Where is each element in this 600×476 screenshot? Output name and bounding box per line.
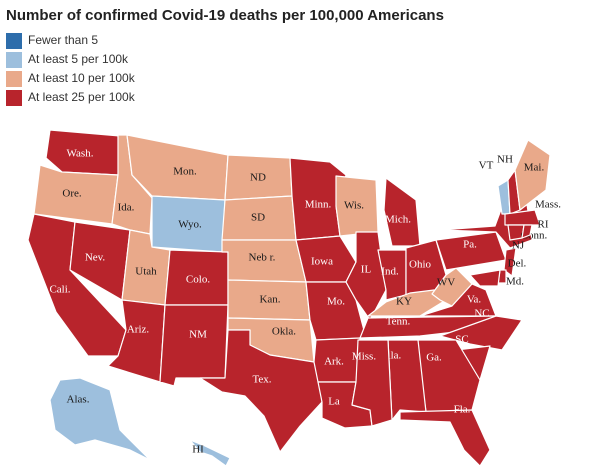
state-label: RI bbox=[538, 219, 549, 231]
state-label: HI bbox=[192, 444, 204, 456]
state-label: Pa. bbox=[463, 239, 477, 251]
state bbox=[503, 247, 517, 277]
state-label: Wyo. bbox=[178, 219, 202, 231]
state-label: SC bbox=[455, 334, 468, 346]
state-label: IL bbox=[361, 264, 372, 276]
state-label: WV bbox=[437, 277, 455, 289]
state bbox=[504, 209, 541, 226]
state-label: ND bbox=[250, 172, 266, 184]
state-label: Minn. bbox=[305, 199, 332, 211]
state-label: Miss. bbox=[352, 351, 376, 363]
state-label: KY bbox=[396, 296, 412, 308]
state bbox=[439, 315, 523, 351]
state-label: Mon. bbox=[173, 166, 197, 178]
state-label: NJ bbox=[512, 240, 525, 252]
state-label: Ore. bbox=[62, 188, 81, 200]
state-label: Tenn. bbox=[386, 316, 411, 328]
legend-label: At least 10 per 100k bbox=[28, 71, 136, 85]
state-label: Md. bbox=[506, 276, 524, 288]
legend-label: At least 25 per 100k bbox=[28, 90, 136, 104]
state bbox=[189, 439, 231, 467]
state bbox=[199, 329, 323, 453]
state-label: Mai. bbox=[524, 162, 545, 174]
state-label: NH bbox=[497, 154, 513, 166]
state-label: La bbox=[328, 396, 340, 408]
state-label: Okla. bbox=[272, 326, 296, 338]
state-label: Utah bbox=[135, 266, 157, 278]
state bbox=[383, 177, 421, 247]
state-label: Cali. bbox=[49, 284, 70, 296]
state-label: Ohio bbox=[409, 259, 432, 271]
state bbox=[377, 249, 407, 301]
state-label: Ida. bbox=[118, 202, 135, 214]
state-label: Mich. bbox=[385, 214, 411, 226]
state bbox=[521, 224, 533, 239]
legend-swatch bbox=[6, 90, 22, 106]
state-label: Ariz. bbox=[127, 324, 150, 336]
legend-swatch bbox=[6, 52, 22, 68]
state bbox=[399, 409, 491, 467]
state-label: Colo. bbox=[186, 274, 210, 286]
legend-label: At least 5 per 100k bbox=[28, 52, 129, 66]
legend-label: Fewer than 5 bbox=[28, 33, 98, 47]
state-label: Mass. bbox=[535, 199, 561, 211]
state-label: Ind. bbox=[381, 266, 399, 278]
state bbox=[159, 304, 229, 387]
state-label: NC bbox=[474, 308, 489, 320]
state-label: Neb r. bbox=[249, 252, 276, 264]
state-label: Mo. bbox=[327, 296, 345, 308]
state-label: SD bbox=[251, 212, 265, 224]
state-label: Iowa bbox=[311, 256, 333, 268]
state bbox=[514, 139, 551, 211]
state-label: VT bbox=[479, 160, 494, 172]
state-label: Del. bbox=[508, 258, 527, 270]
state bbox=[49, 377, 151, 461]
state bbox=[345, 231, 387, 321]
state-label: Kan. bbox=[259, 294, 280, 306]
state-label: Wash. bbox=[67, 148, 94, 160]
state-label: Ga. bbox=[426, 352, 442, 364]
state bbox=[351, 339, 393, 427]
state bbox=[469, 269, 501, 287]
state-label: Fla. bbox=[454, 404, 471, 416]
state-label: Wis. bbox=[344, 200, 364, 212]
state-label: Nev. bbox=[85, 252, 106, 264]
map-title: Number of confirmed Covid-19 deaths per … bbox=[6, 7, 444, 24]
state-label: NM bbox=[189, 329, 207, 341]
legend-swatch bbox=[6, 71, 22, 87]
state-label: Ark. bbox=[324, 356, 344, 368]
state-label: Va. bbox=[467, 294, 482, 306]
state-label: NY bbox=[484, 206, 500, 218]
legend-swatch bbox=[6, 33, 22, 49]
state-label: Alas. bbox=[67, 394, 90, 406]
state-label: Tex. bbox=[252, 374, 271, 386]
